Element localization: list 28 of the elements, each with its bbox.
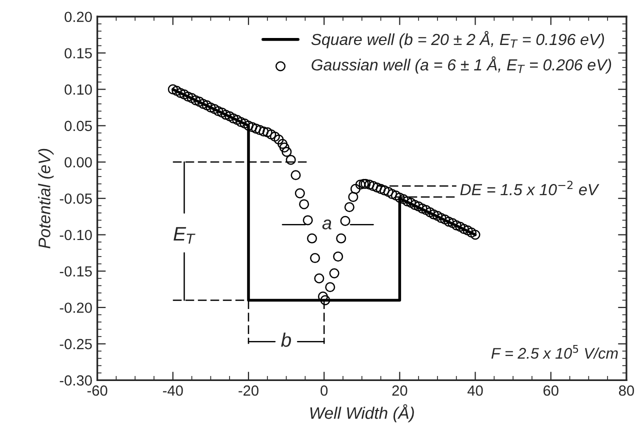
legend-label: Gaussian well (a = 6 ± 1 Å, E$_{T}$ = 0.206 eV)	[312, 56, 612, 74]
y-tick-label: -0.05	[60, 194, 92, 204]
y-tick-label: 0.15	[64, 48, 92, 58]
x-tick-label: 20	[392, 385, 408, 396]
x-tick-label: 80	[618, 385, 634, 396]
y-tick-label: 0.20	[64, 12, 92, 22]
y-tick-label: -0.30	[60, 375, 92, 386]
x-tick-label: 40	[468, 385, 483, 396]
y-tick-label: -0.15	[60, 266, 92, 277]
annotation: DE = 1.5 x 10$^{−2}$ eV	[460, 180, 600, 196]
x-axis-title: Well Width (Å)	[310, 404, 414, 422]
y-tick-label: 0.00	[64, 157, 92, 168]
y-tick-label: -0.20	[60, 302, 92, 313]
x-tick-label: -20	[238, 385, 258, 396]
annotation: E$_{T}$	[174, 227, 196, 244]
annotation: b	[281, 332, 292, 347]
annotation: a	[322, 220, 332, 230]
x-tick-label: -40	[163, 385, 183, 396]
y-tick-label: -0.10	[60, 230, 92, 240]
x-tick-label: -60	[87, 385, 108, 396]
legend-label: Square well (b = 20 ± 2 Å, E$_{T}$ = 0.196 eV)	[311, 30, 604, 48]
y-tick-label: 0.10	[64, 84, 92, 95]
y-tick-label: -0.25	[60, 338, 92, 350]
y-tick-label: 0.05	[64, 120, 92, 132]
x-tick-label: 60	[544, 385, 558, 396]
x-tick-label: 0	[320, 385, 328, 396]
annotation: F = 2.5 x 10$^{5}$ V/cm	[491, 344, 618, 359]
y-axis-title: Potential (eV)	[38, 148, 54, 248]
